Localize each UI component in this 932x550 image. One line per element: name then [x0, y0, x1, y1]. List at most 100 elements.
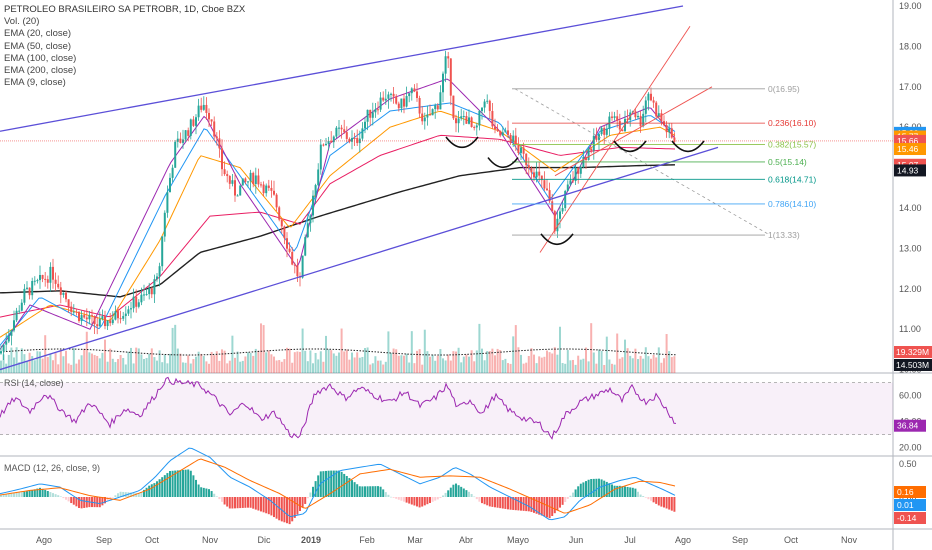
ema-line [0, 134, 676, 318]
candle-body [330, 140, 333, 143]
macd-title[interactable]: MACD (12, 26, close, 9) [4, 463, 101, 473]
candle-body [413, 88, 416, 92]
macd-histogram-bar [122, 491, 125, 497]
macd-histogram-bar [374, 486, 377, 497]
volume-bar [439, 349, 442, 373]
candle-body [665, 125, 668, 133]
macd-histogram-bar [577, 486, 580, 497]
candle-body [455, 118, 457, 124]
volume-bar [553, 347, 556, 373]
candle-body [317, 169, 320, 186]
volume-bar [127, 351, 130, 373]
candle-body [657, 113, 660, 117]
volume-bar [650, 358, 652, 373]
macd-histogram-bar [551, 497, 554, 516]
price-tick-label: 13.00 [899, 243, 922, 253]
candle-body [223, 169, 226, 175]
macd-histogram-bar [205, 488, 208, 497]
price-axis[interactable]: 19.0018.0017.0016.0015.0014.0013.0012.00… [36, 1, 932, 545]
macd-histogram-bar [291, 497, 294, 522]
macd-histogram-bar [408, 497, 411, 504]
indicator-ema20[interactable]: EMA (20, close) [4, 28, 72, 40]
macd-histogram-bar [210, 491, 213, 497]
volume-bar [202, 356, 205, 373]
fib-level-label: 1(13.33) [768, 230, 800, 240]
volume-bar [59, 349, 62, 373]
volume-bar [616, 333, 619, 373]
indicator-ema200[interactable]: EMA (200, close) [4, 65, 77, 77]
candle-body [611, 116, 613, 118]
volume-bar [361, 356, 364, 373]
macd-histogram-bar [543, 497, 546, 517]
macd-histogram-bar [608, 483, 611, 497]
candle-body [616, 116, 619, 121]
macd-histogram-bar [639, 494, 642, 497]
volume-bar [582, 358, 585, 373]
rsi-tag [894, 419, 926, 432]
macd-histogram-bar [361, 486, 364, 497]
indicator-ema9[interactable]: EMA (9, close) [4, 77, 66, 89]
macd-histogram-bar [387, 494, 390, 497]
volume-bar [486, 351, 489, 373]
pattern-arc [445, 136, 479, 149]
trendline [0, 5, 684, 132]
macd-tag-label: 0.01 [897, 500, 914, 510]
volume-bar [442, 358, 444, 373]
candle-body [176, 138, 179, 142]
symbol-title: PETROLEO BRASILEIRO SA PETROBR, 1D, Cboe… [4, 4, 246, 15]
macd-histogram-bar [668, 497, 671, 510]
volume-bar [75, 363, 78, 373]
volume-bar [483, 360, 486, 373]
macd-histogram-bar [340, 471, 343, 497]
macd-histogram-bar [660, 497, 663, 507]
candle-body [273, 190, 275, 195]
candle-body [590, 148, 593, 151]
volume-bar [387, 331, 390, 373]
candle-body [577, 167, 580, 174]
volume-bar [533, 354, 535, 373]
candle-body [280, 219, 283, 227]
candle-body [587, 148, 590, 161]
price-tag-label: 15.66 [897, 136, 919, 146]
candle-body [390, 93, 392, 95]
macd-histogram-bar [117, 493, 119, 497]
volume-bar [351, 352, 353, 373]
volume-bar [213, 355, 216, 373]
candle-body [608, 116, 611, 129]
candle-body [566, 184, 569, 191]
candle-body [483, 101, 486, 108]
candle-body [72, 311, 75, 313]
macd-histogram-bar [5, 494, 8, 497]
fib-level-label: 0.5(15.14) [768, 157, 807, 167]
macd-histogram-bar [189, 470, 192, 497]
macd-histogram-bar [275, 497, 278, 519]
candle-body [111, 319, 114, 324]
pattern-arc [540, 233, 574, 246]
candle-body [644, 100, 647, 114]
candle-body [18, 310, 21, 312]
candle-body [468, 117, 470, 124]
volume-bar [200, 353, 203, 373]
volume-bar [0, 360, 2, 373]
candle-body [304, 237, 307, 256]
volume-bar [130, 347, 132, 373]
volume-bar [634, 348, 637, 373]
volume-bar [254, 348, 257, 373]
volume-bar [403, 355, 405, 373]
macd-histogram-bar [478, 497, 481, 502]
time-tick-label: Jun [569, 535, 584, 545]
indicator-ema50[interactable]: EMA (50, close) [4, 40, 72, 52]
candle-body [639, 115, 642, 127]
macd-histogram-bar [397, 497, 400, 500]
rsi-title[interactable]: RSI (14, close) [4, 378, 64, 388]
macd-histogram-bar [283, 497, 286, 523]
candle-body [130, 308, 132, 310]
indicator-vol[interactable]: Vol. (20) [4, 16, 40, 28]
indicator-ema100[interactable]: EMA (100, close) [4, 52, 77, 64]
volume-bar [166, 363, 169, 373]
volume-bar [231, 335, 234, 373]
macd-tick-label: 0.50 [899, 459, 917, 469]
price-tag-label: 15.46 [897, 144, 919, 154]
volume-bar [187, 355, 190, 373]
